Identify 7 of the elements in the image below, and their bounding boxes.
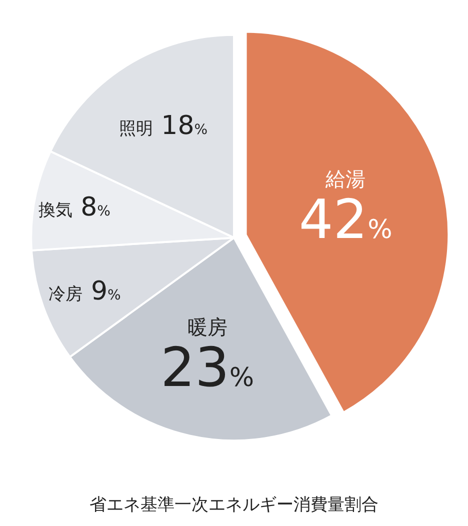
- data-label: 9%: [90, 276, 121, 306]
- data-label: 8%: [80, 192, 110, 222]
- slice-label: 冷房: [48, 284, 83, 304]
- slice-label: 換気: [38, 200, 72, 220]
- text: 省エネ基準一次エネルギー消費量割合: [90, 495, 378, 516]
- slice-label: 照明: [118, 119, 153, 140]
- data-label: 18%: [161, 111, 208, 142]
